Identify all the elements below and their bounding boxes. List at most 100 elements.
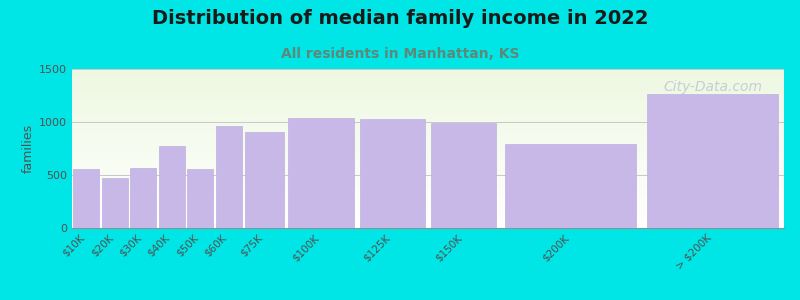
Bar	[72, 140, 784, 141]
Bar	[72, 151, 784, 152]
Bar	[72, 104, 784, 105]
Bar	[72, 115, 784, 116]
Bar	[72, 145, 784, 146]
Text: City-Data.com: City-Data.com	[664, 80, 762, 94]
Bar	[72, 165, 784, 166]
Bar	[72, 131, 784, 132]
Bar	[72, 77, 784, 78]
Bar	[72, 180, 784, 181]
Bar	[72, 71, 784, 72]
Bar	[72, 189, 784, 190]
Bar	[72, 143, 784, 144]
Bar	[647, 94, 778, 228]
Bar	[72, 74, 784, 75]
Bar	[72, 153, 784, 154]
Bar	[72, 120, 784, 121]
Bar	[72, 134, 784, 135]
Bar	[72, 186, 784, 187]
Bar	[72, 91, 784, 92]
Bar	[72, 72, 784, 73]
Bar	[72, 95, 784, 96]
Bar	[72, 214, 784, 215]
Bar	[72, 97, 784, 98]
Bar	[72, 103, 784, 104]
Bar	[72, 149, 784, 150]
Bar	[72, 128, 784, 129]
Bar	[72, 81, 784, 82]
Bar	[72, 123, 784, 124]
Bar	[72, 171, 784, 172]
Bar	[72, 170, 784, 171]
Bar	[72, 75, 784, 76]
Bar	[72, 87, 784, 88]
Bar	[72, 192, 784, 193]
Bar	[72, 225, 784, 226]
Bar	[72, 136, 784, 137]
Bar	[73, 169, 99, 228]
Bar	[72, 160, 784, 161]
Bar	[72, 182, 784, 183]
Bar	[72, 117, 784, 118]
Bar	[72, 193, 784, 194]
Bar	[72, 113, 784, 114]
Bar	[72, 208, 784, 209]
Bar	[72, 126, 784, 127]
Bar	[72, 135, 784, 136]
Bar	[72, 204, 784, 205]
Bar	[72, 98, 784, 99]
Bar	[72, 209, 784, 210]
Bar	[72, 157, 784, 158]
Bar	[72, 119, 784, 120]
Bar	[72, 177, 784, 178]
Bar	[72, 88, 784, 89]
Bar	[72, 127, 784, 128]
Bar	[72, 144, 784, 145]
Bar	[72, 206, 784, 207]
Bar	[72, 163, 784, 164]
Bar	[72, 147, 784, 148]
Bar	[72, 167, 784, 168]
Bar	[72, 137, 784, 138]
Bar	[72, 146, 784, 147]
Bar	[72, 173, 784, 174]
Bar	[72, 100, 784, 101]
Bar	[72, 84, 784, 85]
Bar	[72, 139, 784, 140]
Bar	[72, 112, 784, 113]
Bar	[72, 194, 784, 195]
Bar	[72, 164, 784, 165]
Bar	[72, 183, 784, 184]
Bar	[72, 76, 784, 77]
Bar	[72, 110, 784, 111]
Bar	[72, 70, 784, 71]
Bar	[72, 199, 784, 200]
Bar	[72, 221, 784, 222]
Bar	[72, 162, 784, 163]
Bar	[72, 102, 784, 103]
Bar	[72, 82, 784, 83]
Bar	[72, 223, 784, 224]
Bar	[72, 150, 784, 151]
Bar	[72, 197, 784, 198]
Bar	[72, 207, 784, 208]
Bar	[72, 105, 784, 106]
Bar	[72, 179, 784, 180]
Bar	[72, 169, 784, 170]
Bar	[72, 73, 784, 74]
Bar	[72, 224, 784, 225]
Bar	[72, 108, 784, 109]
Bar	[72, 129, 784, 130]
Bar	[158, 146, 185, 228]
Bar	[72, 178, 784, 179]
Bar	[72, 99, 784, 100]
Bar	[72, 158, 784, 159]
Bar	[72, 181, 784, 182]
Bar	[72, 106, 784, 107]
Bar	[72, 141, 784, 142]
Bar	[72, 215, 784, 216]
Bar	[72, 159, 784, 160]
Bar	[72, 121, 784, 122]
Bar	[72, 130, 784, 131]
Bar	[72, 90, 784, 91]
Bar	[72, 107, 784, 108]
